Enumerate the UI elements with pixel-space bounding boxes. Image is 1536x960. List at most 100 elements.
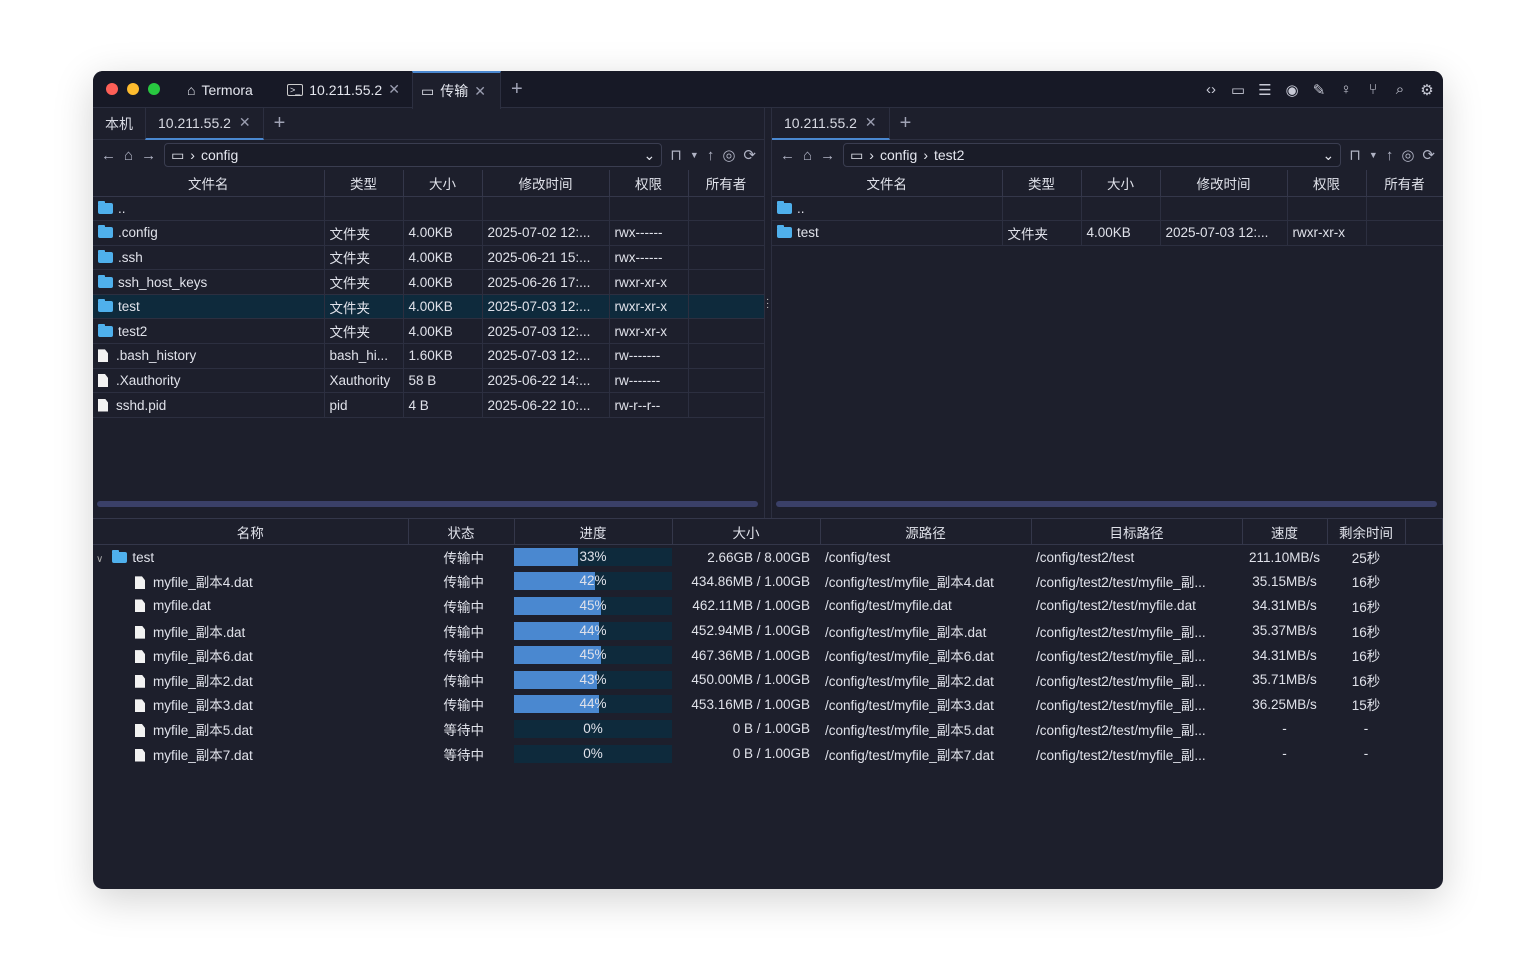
file-row[interactable]: .config 文件夹 4.00KB 2025-07-02 12:... rwx----… <box>93 220 765 246</box>
up-icon[interactable]: ↑ <box>1385 146 1394 164</box>
column-header[interactable]: 进度 <box>514 518 673 545</box>
column-header[interactable]: 大小 <box>1081 170 1161 197</box>
column-header[interactable]: 所有者 <box>688 170 765 197</box>
tab-local[interactable]: 本机 <box>105 115 133 132</box>
column-header[interactable]: 剩余时间 <box>1327 518 1406 545</box>
eye-icon[interactable]: ◎ <box>722 147 736 164</box>
maximize-window-button[interactable] <box>148 83 160 95</box>
file-row[interactable]: test 文件夹 4.00KB 2025-07-03 12:... rwxr-xr-x <box>772 220 1443 246</box>
transfer-row[interactable]: myfile_副本.dat 传输中 44% 452.94MB / 1.00GB/con… <box>93 618 1443 643</box>
column-header[interactable]: 修改时间 <box>482 170 610 197</box>
minimize-window-button[interactable] <box>127 83 139 95</box>
add-tab-button[interactable]: + <box>899 112 912 134</box>
title-bar: ⌂ Termora >_ 10.211.55.2 ✕ ▭ 传输 ✕ + ‹› ▭ ☰ ◉ ✎ ♀ ⑂ ⌕… <box>93 71 1443 109</box>
file-row[interactable]: .. <box>93 196 765 222</box>
column-header[interactable]: 文件名 <box>772 170 1003 197</box>
caret-down-icon[interactable]: ▼ <box>1368 150 1378 160</box>
home-icon[interactable]: ⌂ <box>803 146 813 164</box>
home-icon[interactable]: ⌂ <box>124 146 134 164</box>
back-icon[interactable]: ← <box>101 146 116 164</box>
close-tab-icon[interactable]: ✕ <box>388 81 400 97</box>
eye-icon[interactable]: ◎ <box>1401 147 1415 164</box>
tab-termora[interactable]: ⌂ Termora <box>187 81 253 98</box>
path-input[interactable]: ▭ › config › test2 ⌄ <box>843 143 1342 167</box>
transfer-row[interactable]: myfile_副本7.dat 等待中 0% 0 B / 1.00GB/config/t… <box>93 741 1443 766</box>
file-row[interactable]: test 文件夹 4.00KB 2025-07-03 12:... rwxr-xr-x <box>93 294 765 320</box>
cell-size: 4.00KB <box>403 318 483 345</box>
column-header[interactable]: 大小 <box>403 170 483 197</box>
column-header[interactable]: 权限 <box>1287 170 1367 197</box>
chevron-down-icon[interactable]: ⌄ <box>643 146 656 163</box>
file-row[interactable]: ssh_host_keys 文件夹 4.00KB 2025-06-26 17:... r… <box>93 269 765 295</box>
cell-mtime: 2025-07-03 12:... <box>482 318 610 345</box>
folder-icon[interactable]: ▭ <box>1230 81 1246 99</box>
bookmark-icon[interactable]: ⊓ <box>670 147 682 164</box>
column-header[interactable]: 速度 <box>1242 518 1328 545</box>
file-row[interactable]: test2 文件夹 4.00KB 2025-07-03 12:... rwxr-xr-x <box>93 318 765 345</box>
file-row[interactable]: .bash_history bash_hi... 1.60KB 2025-07-03 … <box>93 343 765 369</box>
caret-down-icon[interactable]: ▼ <box>689 150 699 160</box>
close-tab-icon[interactable]: ✕ <box>238 114 251 130</box>
column-header[interactable]: 类型 <box>1002 170 1082 197</box>
column-header[interactable]: 状态 <box>408 518 515 545</box>
column-header[interactable]: 名称 <box>93 518 409 545</box>
left-file-pane: 本机 10.211.55.2 ✕ + ← ⌂ → ▭ › config ⌄ ⊓ ▼ ↑ ◎ ⟳ 文件… <box>93 107 765 514</box>
refresh-icon[interactable]: ⟳ <box>743 147 756 164</box>
file-row[interactable]: sshd.pid pid 4 B 2025-06-22 10:... rw-r--r-- <box>93 392 765 418</box>
up-icon[interactable]: ↑ <box>706 146 715 164</box>
file-name: test <box>797 225 819 241</box>
time-remaining: 16秒 <box>1351 624 1381 640</box>
file-row[interactable]: .ssh 文件夹 4.00KB 2025-06-21 15:... rwx------ <box>93 245 765 271</box>
bookmark-icon[interactable]: ⊓ <box>1349 147 1361 164</box>
forward-icon[interactable]: → <box>141 146 157 164</box>
transfer-row[interactable]: myfile_副本5.dat 等待中 0% 0 B / 1.00GB/config/t… <box>93 717 1443 742</box>
horizontal-scrollbar[interactable] <box>97 501 758 507</box>
close-window-button[interactable] <box>106 83 118 95</box>
tunnel-icon[interactable]: ⑂ <box>1368 81 1378 98</box>
transfer-row[interactable]: myfile_副本6.dat 传输中 45% 467.36MB / 1.00GB/co… <box>93 643 1443 668</box>
transfer-row[interactable]: myfile_副本4.dat 传输中 42% 434.86MB / 1.00GB/co… <box>93 569 1443 594</box>
code-icon[interactable]: ‹› <box>1206 81 1216 98</box>
tab-remote[interactable]: 10.211.55.2 ✕ <box>772 107 890 140</box>
file-row[interactable]: .Xauthority Xauthority 58 B 2025-06-22 14:.… <box>93 368 765 394</box>
file-table: 文件名 类型 大小 修改时间 权限 所有者.. test 文件夹 4.00KB 2025-07-0… <box>772 170 1443 246</box>
settings-icon[interactable]: ⚙ <box>1420 81 1434 99</box>
time-remaining: 25秒 <box>1351 551 1381 567</box>
pane-splitter[interactable]: · · · <box>764 108 772 518</box>
tab-ssh-session[interactable]: >_ 10.211.55.2 ✕ <box>279 71 408 108</box>
column-header[interactable]: 目标路径 <box>1031 518 1243 545</box>
tab-transfer[interactable]: ▭ 传输 ✕ <box>412 71 501 109</box>
column-header[interactable]: 权限 <box>609 170 689 197</box>
column-header[interactable]: 类型 <box>324 170 404 197</box>
record-icon[interactable]: ◉ <box>1285 81 1299 99</box>
close-tab-icon[interactable]: ✕ <box>864 114 877 130</box>
chevron-down-icon[interactable]: ⌄ <box>1322 146 1335 163</box>
transfer-speed: 34.31MB/s <box>1252 647 1317 663</box>
column-header[interactable]: 文件名 <box>93 170 325 197</box>
chevron-down-icon[interactable]: ∨ <box>96 553 104 565</box>
column-header[interactable]: 源路径 <box>820 518 1032 545</box>
add-tab-button[interactable]: + <box>273 112 286 134</box>
transfer-row[interactable]: myfile_副本3.dat 传输中 44% 453.16MB / 1.00GB/co… <box>93 692 1443 717</box>
column-header[interactable]: 大小 <box>672 518 821 545</box>
file-row[interactable]: .. <box>772 196 1443 222</box>
time-remaining: 16秒 <box>1351 649 1381 665</box>
column-header[interactable]: 所有者 <box>1366 170 1443 197</box>
horizontal-scrollbar[interactable] <box>776 501 1437 507</box>
log-icon[interactable]: ☰ <box>1258 81 1272 99</box>
column-header[interactable]: 修改时间 <box>1160 170 1288 197</box>
transfer-size: 0 B / 1.00GB <box>732 746 810 762</box>
refresh-icon[interactable]: ⟳ <box>1422 147 1435 164</box>
transfer-row[interactable]: myfile_副本2.dat 传输中 43% 450.00MB / 1.00GB/co… <box>93 667 1443 692</box>
path-input[interactable]: ▭ › config ⌄ <box>164 143 663 167</box>
pen-icon[interactable]: ✎ <box>1312 81 1326 99</box>
close-tab-icon[interactable]: ✕ <box>474 82 486 99</box>
search-icon[interactable]: ⌕ <box>1395 81 1405 98</box>
tab-remote[interactable]: 10.211.55.2 ✕ <box>145 107 264 140</box>
forward-icon[interactable]: → <box>820 146 836 164</box>
key-icon[interactable]: ♀ <box>1340 81 1352 98</box>
back-icon[interactable]: ← <box>780 146 795 164</box>
new-tab-button[interactable]: + <box>511 78 523 100</box>
transfer-row[interactable]: ∨ test 传输中 33% 2.66GB / 8.00GB/config/test/c… <box>93 545 1443 570</box>
transfer-row[interactable]: myfile.dat 传输中 45% 462.11MB / 1.00GB/config… <box>93 594 1443 619</box>
